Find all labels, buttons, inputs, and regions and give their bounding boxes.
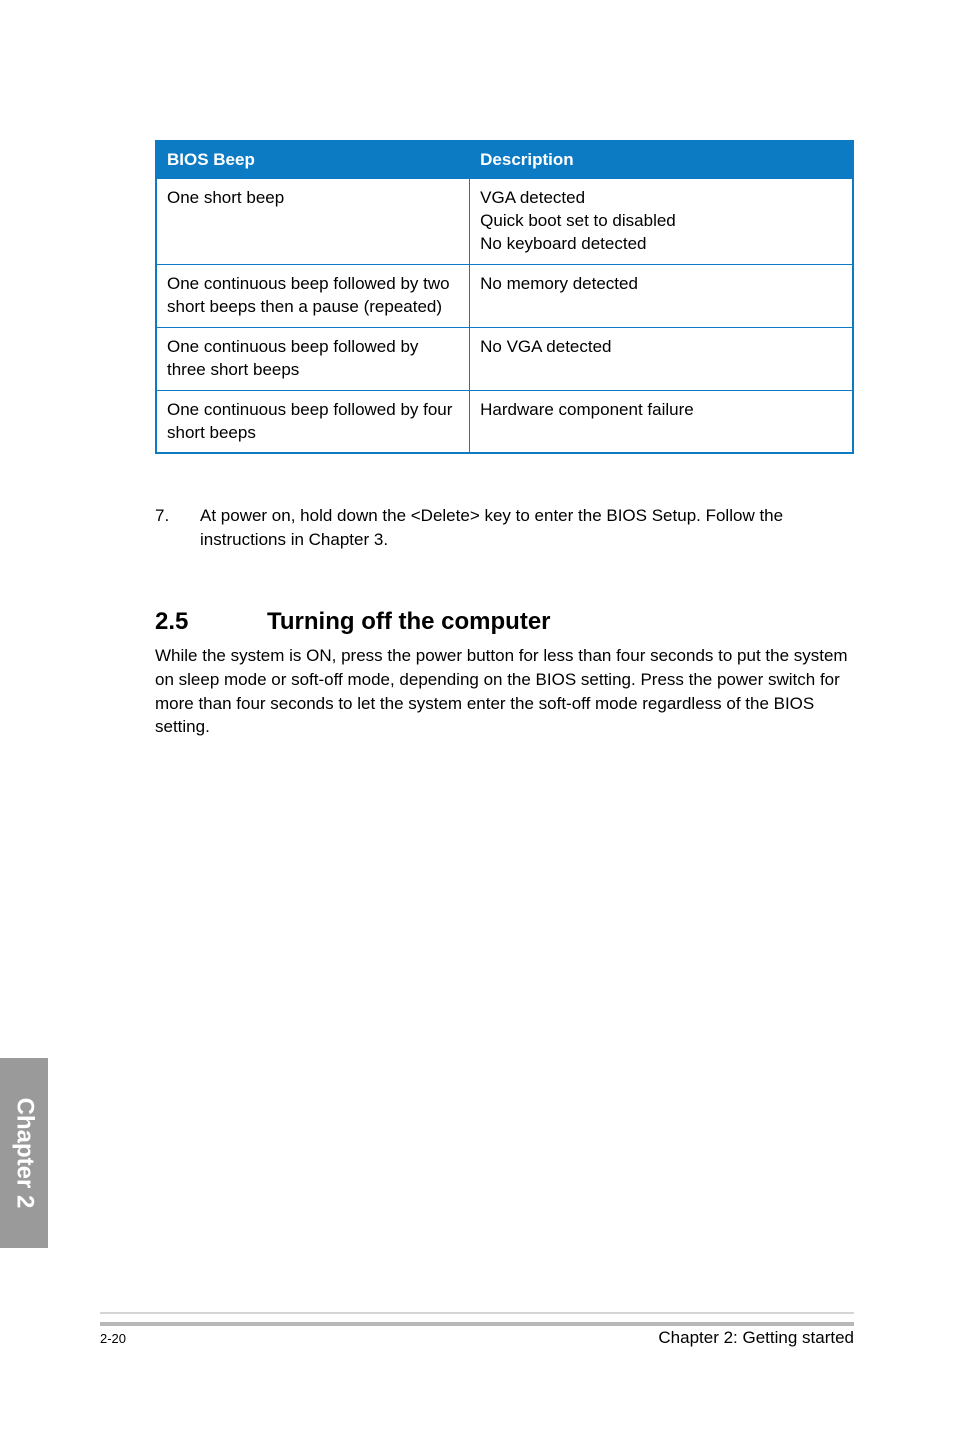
page-footer: 2-20 Chapter 2: Getting started	[100, 1312, 854, 1348]
footer-chapter-title: Chapter 2: Getting started	[658, 1328, 854, 1348]
table-row: One continuous beep followed by three sh…	[156, 327, 853, 390]
table-row: One short beepVGA detected Quick boot se…	[156, 179, 853, 265]
instruction-text: At power on, hold down the <Delete> key …	[200, 504, 854, 552]
section-body: While the system is ON, press the power …	[155, 644, 854, 739]
section-number: 2.5	[155, 608, 267, 636]
page-number: 2-20	[100, 1331, 126, 1346]
table-header-beep: BIOS Beep	[156, 141, 470, 179]
section-heading: 2.5 Turning off the computer	[155, 608, 854, 636]
cell-beep: One continuous beep followed by four sho…	[156, 390, 470, 453]
table-row: One continuous beep followed by two shor…	[156, 264, 853, 327]
cell-description: No memory detected	[470, 264, 853, 327]
cell-beep: One short beep	[156, 179, 470, 265]
table-header-description: Description	[470, 141, 853, 179]
bios-beep-table: BIOS Beep Description One short beepVGA …	[155, 140, 854, 454]
chapter-tab: Chapter 2	[0, 1058, 48, 1248]
chapter-tab-label: Chapter 2	[10, 1098, 38, 1209]
cell-beep: One continuous beep followed by two shor…	[156, 264, 470, 327]
instruction-item: 7. At power on, hold down the <Delete> k…	[155, 504, 854, 552]
cell-description: Hardware component failure	[470, 390, 853, 453]
cell-description: No VGA detected	[470, 327, 853, 390]
section-title: Turning off the computer	[267, 608, 854, 636]
cell-description: VGA detected Quick boot set to disabled …	[470, 179, 853, 265]
instruction-number: 7.	[155, 504, 200, 552]
cell-beep: One continuous beep followed by three sh…	[156, 327, 470, 390]
table-row: One continuous beep followed by four sho…	[156, 390, 853, 453]
